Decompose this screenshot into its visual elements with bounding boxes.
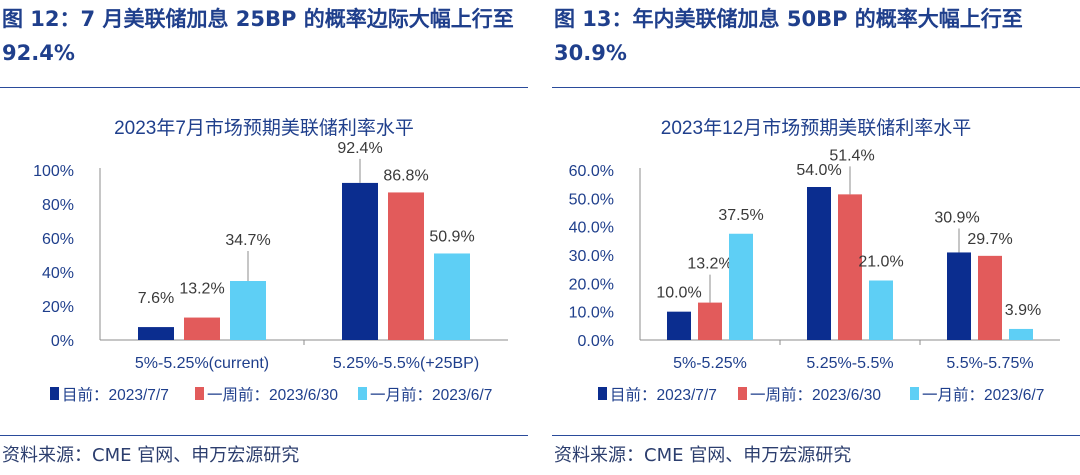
y-tick-label: 100% bbox=[33, 163, 74, 180]
bar-current bbox=[667, 311, 691, 340]
legend-swatch bbox=[598, 387, 607, 400]
bar-one-month-ago bbox=[869, 280, 893, 340]
legend-swatch bbox=[195, 387, 204, 400]
bar-one-week-ago bbox=[978, 255, 1002, 340]
x-category-label: 5%-5.25%(current) bbox=[135, 355, 269, 372]
y-tick-label: 20.0% bbox=[569, 276, 614, 293]
bar-one-month-ago bbox=[729, 233, 753, 340]
right-figure-title: 图 13：年内美联储加息 50BP 的概率大幅上行至 30.9% bbox=[554, 7, 1023, 65]
data-label: 92.4% bbox=[337, 140, 382, 157]
y-tick-label: 60.0% bbox=[569, 163, 614, 180]
data-label: 51.4% bbox=[829, 147, 874, 164]
left-top-rule bbox=[0, 87, 528, 88]
data-label: 29.7% bbox=[967, 231, 1012, 248]
data-label: 21.0% bbox=[858, 254, 903, 271]
right-bottom-rule bbox=[552, 435, 1080, 436]
data-label: 13.2% bbox=[687, 256, 732, 273]
data-label: 7.6% bbox=[138, 290, 174, 307]
bar-one-month-ago bbox=[434, 253, 470, 340]
data-label: 50.9% bbox=[429, 228, 474, 245]
legend-label: 一月前：2023/6/7 bbox=[370, 386, 492, 404]
y-tick-label: 10.0% bbox=[569, 305, 614, 322]
y-tick-label: 0% bbox=[51, 333, 74, 350]
right-bar-chart: 2023年12月市场预期美联储利率水平 0.0% 10.0% 20.0% 30.0% 40… bbox=[569, 117, 1060, 404]
data-label: 54.0% bbox=[796, 162, 841, 179]
chart-title: 2023年7月市场预期美联储利率水平 bbox=[114, 117, 414, 139]
bar-one-week-ago bbox=[184, 317, 220, 340]
y-tick-label: 40.0% bbox=[569, 220, 614, 237]
data-label: 86.8% bbox=[383, 167, 428, 184]
x-category-label: 5.25%-5.5% bbox=[806, 355, 893, 372]
data-label: 30.9% bbox=[934, 209, 979, 226]
bar-one-week-ago bbox=[838, 194, 862, 340]
y-tick-label: 80% bbox=[42, 197, 74, 214]
legend-swatch bbox=[738, 387, 747, 400]
y-tick-label: 30.0% bbox=[569, 248, 614, 265]
x-category-label: 5%-5.25% bbox=[673, 355, 747, 372]
legend-label: 一周前：2023/6/30 bbox=[750, 386, 881, 404]
left-source-note: 资料来源：CME 官网、申万宏源研究 bbox=[2, 445, 300, 466]
bar-current bbox=[947, 252, 971, 340]
legend-label: 目前：2023/7/7 bbox=[610, 386, 717, 404]
left-bottom-rule bbox=[0, 435, 528, 436]
chart-title: 2023年12月市场预期美联储利率水平 bbox=[661, 117, 971, 139]
data-label: 34.7% bbox=[225, 232, 270, 249]
legend-label: 一月前：2023/6/7 bbox=[922, 386, 1044, 404]
legend-swatch bbox=[50, 387, 59, 400]
legend-swatch bbox=[910, 387, 919, 400]
bar-current bbox=[807, 187, 831, 340]
bar-one-week-ago bbox=[698, 302, 722, 340]
bar-one-week-ago bbox=[388, 192, 424, 340]
legend-label: 一周前：2023/6/30 bbox=[207, 386, 338, 404]
legend-swatch bbox=[358, 387, 367, 400]
data-label: 3.9% bbox=[1005, 302, 1041, 319]
y-tick-label: 40% bbox=[42, 265, 74, 282]
y-tick-label: 50.0% bbox=[569, 191, 614, 208]
data-label: 37.5% bbox=[718, 207, 763, 224]
right-top-rule bbox=[552, 87, 1080, 88]
right-source-note: 资料来源：CME 官网、申万宏源研究 bbox=[554, 445, 852, 466]
bar-current bbox=[138, 327, 174, 340]
y-tick-label: 0.0% bbox=[578, 333, 614, 350]
x-category-label: 5.5%-5.75% bbox=[946, 355, 1033, 372]
legend-label: 目前：2023/7/7 bbox=[62, 386, 169, 404]
left-bar-chart: 2023年7月市场预期美联储利率水平 0% 20% 40% 60% 80% 100% 5%-5… bbox=[33, 117, 508, 404]
data-label: 13.2% bbox=[179, 281, 224, 298]
bar-current bbox=[342, 182, 378, 340]
x-category-label: 5.25%-5.5%(+25BP) bbox=[333, 355, 479, 372]
left-figure-title: 图 12：7 月美联储加息 25BP 的概率边际大幅上行至 92.4% bbox=[2, 7, 514, 65]
bar-one-month-ago bbox=[1009, 328, 1033, 340]
bar-one-month-ago bbox=[230, 281, 266, 340]
data-label: 10.0% bbox=[656, 285, 701, 302]
y-tick-label: 20% bbox=[42, 299, 74, 316]
y-tick-label: 60% bbox=[42, 231, 74, 248]
